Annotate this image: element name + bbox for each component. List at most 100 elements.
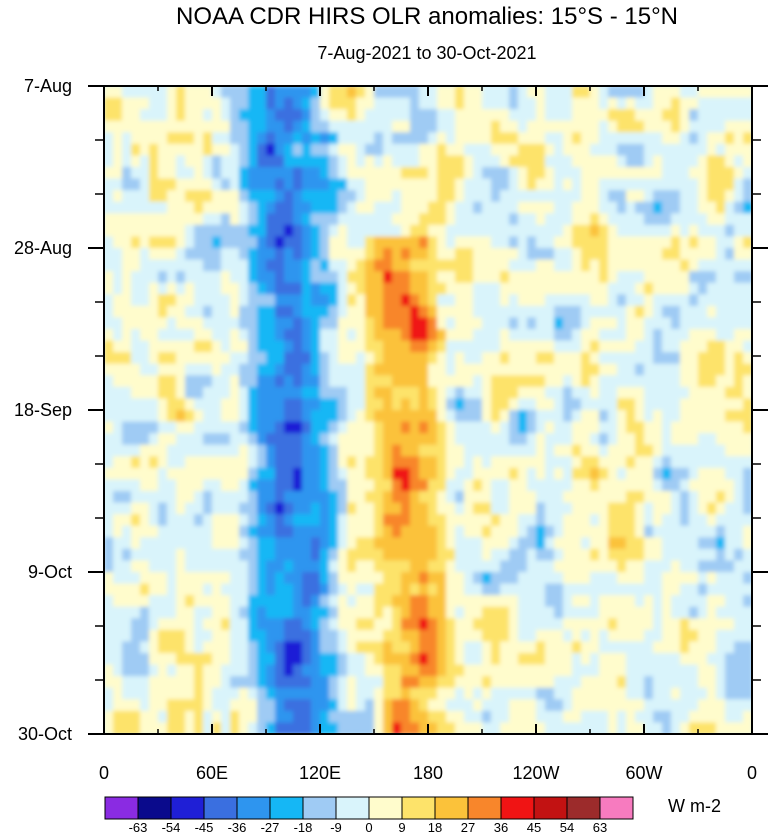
- heatmap-cell: [185, 143, 195, 157]
- heatmap-cell: [194, 514, 204, 527]
- heatmap-cell: [329, 653, 339, 666]
- heatmap-cell: [437, 352, 447, 365]
- heatmap-cell: [446, 502, 456, 515]
- heatmap-cell: [392, 236, 402, 249]
- heatmap-cell: [716, 514, 726, 527]
- heatmap-cell: [446, 86, 456, 99]
- heatmap-cell: [635, 548, 645, 562]
- heatmap-cell: [428, 398, 438, 411]
- heatmap-cell: [221, 294, 231, 307]
- heatmap-cell: [680, 248, 690, 261]
- heatmap-cell: [194, 178, 204, 191]
- heatmap-cell: [194, 317, 204, 330]
- heatmap-cell: [536, 132, 546, 145]
- heatmap-cell: [167, 641, 177, 654]
- heatmap-cell: [329, 629, 339, 643]
- heatmap-cell: [554, 213, 564, 226]
- heatmap-cell: [221, 97, 231, 110]
- heatmap-cell: [446, 583, 456, 596]
- heatmap-cell: [446, 190, 456, 203]
- heatmap-cell: [275, 363, 285, 376]
- heatmap-cell: [293, 386, 303, 400]
- heatmap-cell: [194, 433, 204, 446]
- heatmap-cell: [482, 502, 492, 515]
- heatmap-cell: [347, 386, 357, 400]
- heatmap-cell: [725, 664, 735, 677]
- heatmap-cell: [329, 664, 339, 677]
- heatmap-cell: [419, 548, 429, 562]
- heatmap-cell: [698, 502, 708, 515]
- heatmap-cell: [140, 664, 150, 677]
- heatmap-cell: [221, 629, 231, 643]
- heatmap-cell: [698, 329, 708, 342]
- heatmap-cell: [437, 398, 447, 411]
- heatmap-cell: [257, 259, 267, 272]
- heatmap-cell: [437, 537, 447, 550]
- heatmap-cell: [698, 375, 708, 388]
- heatmap-cell: [167, 201, 177, 214]
- heatmap-cell: [545, 618, 555, 631]
- heatmap-cell: [527, 178, 537, 191]
- heatmap-cell: [734, 167, 744, 180]
- heatmap-cell: [527, 583, 537, 596]
- heatmap-cell: [518, 386, 528, 400]
- heatmap-cell: [680, 467, 690, 481]
- heatmap-cell: [131, 340, 141, 353]
- heatmap-cell: [563, 155, 573, 168]
- heatmap-cell: [293, 710, 303, 724]
- heatmap-cell: [743, 132, 752, 145]
- heatmap-cell: [473, 178, 483, 191]
- heatmap-cell: [626, 305, 636, 319]
- heatmap-cell: [374, 687, 384, 700]
- heatmap-cell: [257, 352, 267, 365]
- heatmap-cell: [158, 572, 168, 585]
- heatmap-cell: [401, 699, 411, 712]
- heatmap-cell: [131, 375, 141, 388]
- heatmap-cell: [347, 120, 357, 133]
- heatmap-cell: [203, 352, 213, 365]
- heatmap-cell: [527, 676, 537, 689]
- heatmap-cell: [221, 433, 231, 446]
- heatmap-cell: [653, 456, 663, 469]
- heatmap-cell: [320, 294, 330, 307]
- heatmap-cell: [311, 259, 321, 272]
- heatmap-cell: [491, 143, 501, 157]
- heatmap-cell: [545, 537, 555, 550]
- heatmap-cell: [176, 386, 186, 400]
- heatmap-cell: [230, 167, 240, 180]
- heatmap-cell: [266, 699, 276, 712]
- heatmap-cell: [347, 190, 357, 203]
- heatmap-cell: [140, 213, 150, 226]
- heatmap-cell: [599, 548, 609, 562]
- heatmap-cell: [311, 595, 321, 608]
- heatmap-cell: [194, 525, 204, 538]
- heatmap-cell: [248, 271, 258, 284]
- heatmap-cell: [482, 456, 492, 469]
- heatmap-cell: [149, 236, 159, 249]
- heatmap-cell: [392, 421, 402, 434]
- heatmap-cell: [266, 120, 276, 133]
- heatmap-cell: [356, 456, 366, 469]
- heatmap-cell: [293, 653, 303, 666]
- heatmap-cell: [680, 109, 690, 122]
- heatmap-cell: [149, 340, 159, 353]
- heatmap-cell: [122, 537, 132, 550]
- heatmap-cell: [536, 305, 546, 319]
- heatmap-cell: [572, 676, 582, 689]
- heatmap-cell: [563, 525, 573, 538]
- heatmap-cell: [410, 155, 420, 168]
- y-tick-label: 7-Aug: [24, 76, 72, 96]
- heatmap-cell: [428, 248, 438, 261]
- heatmap-cell: [509, 479, 519, 492]
- heatmap-cell: [392, 155, 402, 168]
- heatmap-cell: [320, 595, 330, 608]
- heatmap-cell: [500, 687, 510, 700]
- heatmap-cell: [302, 398, 312, 411]
- heatmap-cell: [392, 132, 402, 145]
- heatmap-cell: [158, 444, 168, 457]
- heatmap-cell: [482, 363, 492, 376]
- heatmap-cell: [275, 213, 285, 226]
- heatmap-cell: [365, 664, 375, 677]
- heatmap-cell: [698, 699, 708, 712]
- heatmap-cell: [653, 259, 663, 272]
